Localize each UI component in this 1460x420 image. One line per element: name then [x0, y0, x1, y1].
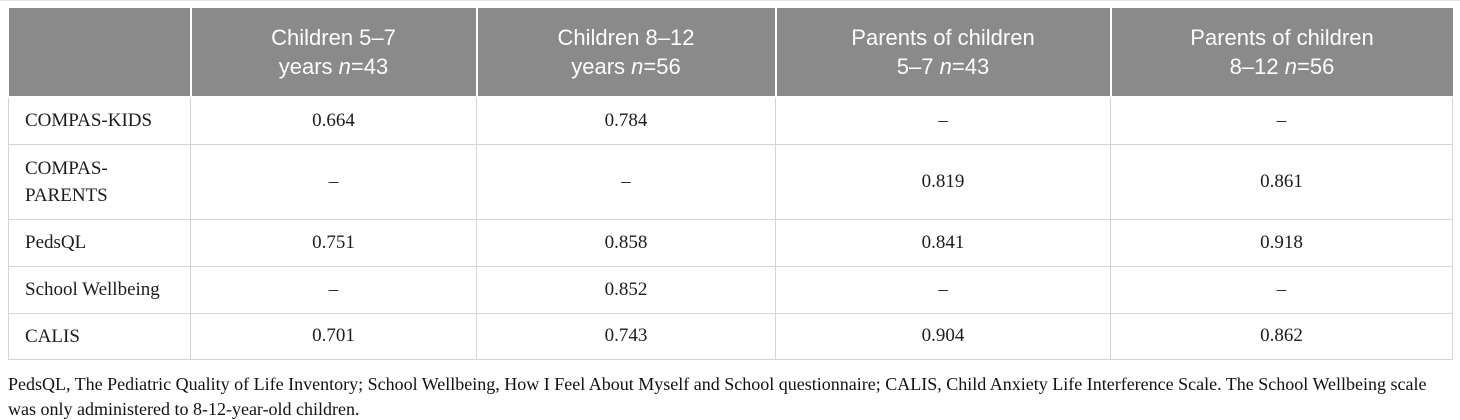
- column-header-children-5-7: Children 5–7 years n=43: [190, 8, 478, 98]
- column-header-line2: 8–12: [1229, 54, 1285, 79]
- cell-value: –: [775, 265, 1111, 314]
- cell-value: –: [775, 96, 1111, 145]
- cell-value: 0.701: [190, 312, 477, 360]
- table-footnote: PedsQL, The Pediatric Quality of Life In…: [8, 373, 1427, 419]
- cell-value: 0.862: [1110, 312, 1453, 360]
- table-row-compas-kids: COMPAS-KIDS 0.664 0.784 – –: [8, 96, 1453, 145]
- column-header-line2: years: [278, 54, 339, 79]
- column-header-n-value: =43: [951, 54, 990, 79]
- column-header-n-value: =56: [1296, 54, 1335, 79]
- cell-value: 0.819: [775, 143, 1111, 220]
- n-symbol: n: [631, 54, 644, 79]
- column-header-line2: 5–7: [896, 54, 940, 79]
- n-symbol: n: [939, 54, 952, 79]
- cell-value: 0.861: [1110, 143, 1453, 220]
- row-label: COMPAS-KIDS: [8, 96, 191, 145]
- column-header-line1: Parents of children: [1190, 25, 1374, 50]
- row-label: PedsQL: [8, 218, 191, 267]
- cell-value: 0.858: [476, 218, 776, 267]
- cell-value: 0.751: [190, 218, 477, 267]
- column-header-n-value: =56: [643, 54, 681, 79]
- table-row-compas-parents: COMPAS-PARENTS – – 0.819 0.861: [8, 143, 1453, 220]
- cell-value: –: [476, 143, 776, 220]
- row-label: COMPAS-PARENTS: [8, 143, 191, 220]
- column-header-parents-8-12: Parents of children 8–12 n=56: [1110, 8, 1453, 98]
- cell-value: 0.841: [775, 218, 1111, 267]
- n-symbol: n: [1284, 54, 1297, 79]
- column-header-n-value: =43: [350, 54, 389, 79]
- table-row-calis: CALIS 0.701 0.743 0.904 0.862: [8, 312, 1453, 360]
- row-label: CALIS: [8, 312, 191, 360]
- column-header-line1: Children 8–12: [557, 25, 695, 50]
- row-label: School Wellbeing: [8, 265, 191, 314]
- column-header-line1: Parents of children: [851, 25, 1035, 50]
- n-symbol: n: [338, 54, 351, 79]
- cell-value: 0.664: [190, 96, 477, 145]
- cell-value: 0.852: [476, 265, 776, 314]
- column-header-children-8-12: Children 8–12 years n=56: [476, 8, 777, 98]
- corner-header-cell: [8, 8, 192, 98]
- cell-value: 0.743: [476, 312, 776, 360]
- column-header-parents-5-7: Parents of children 5–7 n=43: [775, 8, 1112, 98]
- cell-value: 0.784: [476, 96, 776, 145]
- cell-value: –: [190, 143, 477, 220]
- cell-value: 0.904: [775, 312, 1111, 360]
- column-header-line2: years: [571, 54, 632, 79]
- table-header-row: Children 5–7 years n=43 Children 8–12 ye…: [8, 8, 1453, 98]
- reliability-table: Children 5–7 years n=43 Children 8–12 ye…: [8, 8, 1453, 360]
- cell-value: –: [1110, 96, 1453, 145]
- cell-value: –: [1110, 265, 1453, 314]
- cell-value: 0.918: [1110, 218, 1453, 267]
- table-row-pedsql: PedsQL 0.751 0.858 0.841 0.918: [8, 218, 1453, 267]
- cell-value: –: [190, 265, 477, 314]
- column-header-line1: Children 5–7: [271, 25, 396, 50]
- table-row-school-wellbeing: School Wellbeing – 0.852 – –: [8, 265, 1453, 314]
